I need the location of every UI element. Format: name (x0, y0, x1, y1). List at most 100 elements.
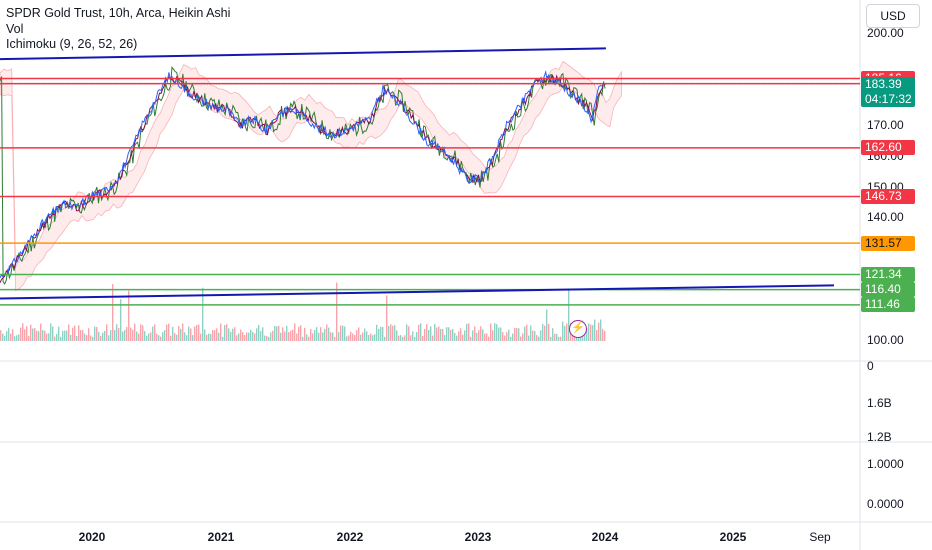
volume-bar (72, 327, 74, 341)
volume-bar (250, 329, 252, 341)
x-tick-label: 2023 (464, 530, 492, 544)
volume-bar (466, 323, 468, 341)
volume-bar (76, 335, 78, 341)
volume-bar (438, 326, 440, 341)
volume-bar (288, 332, 290, 341)
volume-bar (504, 335, 506, 341)
volume-bar (176, 334, 178, 341)
trend-line (0, 284, 834, 300)
volume-bar (374, 334, 376, 341)
volume-bar (480, 326, 482, 341)
volume-bar (380, 326, 382, 341)
volume-bar (592, 325, 594, 341)
volume-bar (86, 335, 88, 341)
volume-bar (534, 331, 536, 341)
volume-bar (316, 327, 318, 341)
volume-bar (14, 336, 16, 341)
volume-bar (406, 324, 408, 341)
x-tick-label: 2020 (78, 530, 106, 544)
volume-bar (6, 331, 8, 341)
volume-bar (272, 330, 274, 341)
volume-bar (164, 330, 166, 341)
volume-bar (178, 325, 180, 341)
volume-bar (50, 323, 52, 341)
volume-bar (302, 336, 304, 341)
lower-pane-tick-label: 0.0000 (867, 497, 904, 511)
volume-bar (506, 332, 508, 341)
price-tag: 121.34 (861, 266, 915, 282)
volume-bar (260, 331, 262, 341)
volume-bar (488, 336, 490, 341)
volume-bar (124, 329, 126, 341)
volume-bar (382, 326, 384, 341)
volume-indicator-label[interactable]: Vol (6, 21, 24, 36)
volume-bar (554, 333, 556, 341)
volume-bar (126, 326, 128, 341)
trend-line (0, 47, 606, 61)
volume-bar (100, 335, 102, 341)
volume-bar (348, 335, 350, 341)
volume-bar (158, 335, 160, 341)
y-tick-label: 200.00 (867, 26, 904, 40)
volume-bar (200, 333, 202, 341)
volume-bar (38, 331, 40, 341)
volume-bar (236, 335, 238, 341)
volume-bar (26, 326, 28, 341)
volume-bar (160, 336, 162, 341)
volume-bar (268, 336, 270, 341)
volume-bar (532, 330, 534, 341)
volume-bar (146, 335, 148, 341)
volume-bar (460, 328, 462, 341)
volume-bar (598, 322, 600, 341)
volume-bar (174, 333, 176, 341)
volume-bar (370, 333, 372, 341)
volume-bar (212, 330, 214, 341)
volume-bar (426, 324, 428, 341)
volume-bar (478, 330, 480, 341)
currency-button[interactable]: USD (866, 4, 920, 28)
volume-bar (490, 323, 492, 341)
volume-bar (356, 330, 358, 341)
volume-bar (290, 330, 292, 341)
volume-bar (560, 336, 562, 341)
volume-bar (134, 323, 136, 341)
volume-bar (204, 329, 206, 341)
y-tick-label: 140.00 (867, 210, 904, 225)
volume-bar (398, 335, 400, 341)
volume-bar (336, 282, 338, 341)
volume-bar (520, 336, 522, 341)
volume-bar (314, 330, 316, 341)
volume-bar (128, 290, 130, 341)
volume-bar (524, 326, 526, 341)
volume-bar (502, 332, 504, 341)
volume-bar (232, 328, 234, 341)
volume-bar (252, 331, 254, 341)
volume-bar (30, 324, 32, 341)
volume-bar (492, 330, 494, 341)
volume-bar (214, 330, 216, 341)
volume-bar (470, 336, 472, 341)
volume-bar (338, 332, 340, 341)
chart-legend: SPDR Gold Trust, 10h, Arca, Heikin Ashi … (6, 6, 230, 53)
symbol-title[interactable]: SPDR Gold Trust, 10h, Arca, Heikin Ashi (6, 6, 231, 20)
volume-bar (364, 328, 366, 341)
volume-bar (34, 327, 36, 341)
volume-bar (190, 328, 192, 341)
volume-bar (522, 333, 524, 341)
volume-bar (544, 325, 546, 341)
volume-bar (284, 331, 286, 341)
flash-icon[interactable]: ⚡ (569, 320, 587, 338)
volume-bar (594, 319, 596, 341)
trend-lines[interactable] (0, 47, 834, 300)
volume-bar (52, 326, 54, 341)
volume-bar (48, 333, 50, 341)
volume-bar (500, 327, 502, 341)
volume-bar (98, 331, 100, 341)
volume-bar (254, 333, 256, 341)
horizontal-levels[interactable] (0, 77, 860, 306)
volume-bar (464, 330, 466, 341)
ichimoku-indicator-label[interactable]: Ichimoku (9, 26, 52, 26) (6, 37, 138, 51)
volume-bar (550, 336, 552, 341)
volume-bar (422, 336, 424, 341)
